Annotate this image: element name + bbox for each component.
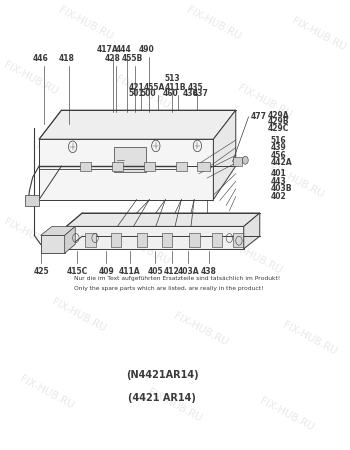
Text: 412: 412 (164, 267, 180, 276)
Polygon shape (66, 213, 260, 226)
Polygon shape (85, 233, 96, 247)
Text: 425: 425 (34, 267, 49, 276)
Text: 500: 500 (140, 89, 156, 98)
Polygon shape (244, 213, 260, 249)
Polygon shape (80, 162, 91, 171)
Polygon shape (232, 157, 242, 166)
Circle shape (243, 156, 248, 164)
Text: (N4421AR14): (N4421AR14) (126, 370, 198, 380)
Text: FIX-HUB.RU: FIX-HUB.RU (258, 396, 316, 432)
Text: 401: 401 (271, 169, 287, 178)
Polygon shape (66, 226, 244, 249)
Text: FIX-HUB.RU: FIX-HUB.RU (268, 163, 325, 200)
Text: 421: 421 (129, 83, 145, 92)
Text: FIX-HUB.RU: FIX-HUB.RU (2, 60, 60, 97)
Text: 477: 477 (251, 112, 267, 122)
Text: 455B: 455B (122, 54, 144, 63)
Text: FIX-HUB.RU: FIX-HUB.RU (236, 83, 293, 120)
Text: FIX-HUB.RU: FIX-HUB.RU (281, 320, 338, 356)
Text: FIX-HUB.RU: FIX-HUB.RU (19, 374, 76, 410)
Text: 402: 402 (271, 192, 287, 201)
Polygon shape (39, 110, 236, 139)
Polygon shape (162, 233, 173, 247)
Text: 439: 439 (271, 143, 287, 152)
Text: 403A: 403A (177, 267, 199, 276)
Polygon shape (114, 147, 146, 172)
Text: 501: 501 (129, 89, 145, 98)
Polygon shape (65, 226, 75, 253)
Text: 455A: 455A (144, 83, 165, 92)
Text: 428: 428 (105, 54, 121, 63)
Text: 442A: 442A (271, 158, 293, 167)
Text: 405: 405 (147, 267, 163, 276)
Polygon shape (144, 162, 155, 171)
Polygon shape (212, 233, 222, 247)
Polygon shape (176, 162, 187, 171)
Text: 409: 409 (98, 267, 114, 276)
Text: 460: 460 (163, 89, 179, 98)
Text: 490: 490 (138, 45, 154, 54)
Polygon shape (25, 195, 39, 206)
Text: FIX-HUB.RU: FIX-HUB.RU (114, 230, 172, 267)
Text: 444: 444 (116, 45, 132, 54)
Polygon shape (112, 162, 123, 171)
Text: FIX-HUB.RU: FIX-HUB.RU (34, 141, 92, 178)
Text: 415C: 415C (67, 267, 88, 276)
Polygon shape (189, 233, 200, 247)
Text: FIX-HUB.RU: FIX-HUB.RU (114, 74, 172, 111)
Polygon shape (232, 233, 243, 247)
Text: 429A: 429A (268, 111, 289, 120)
Polygon shape (41, 235, 65, 253)
Text: 429C: 429C (268, 124, 289, 133)
Text: 516: 516 (271, 135, 287, 144)
Text: 429B: 429B (268, 117, 289, 126)
Text: Nur die im Text aufgeführten Ersatzteile sind tatsächlich im Produkt!: Nur die im Text aufgeführten Ersatzteile… (74, 276, 280, 282)
Polygon shape (39, 139, 214, 200)
Text: 436: 436 (182, 89, 198, 98)
Text: 403B: 403B (271, 184, 293, 194)
Text: FIX-HUB.RU: FIX-HUB.RU (146, 387, 204, 424)
Text: FIX-HUB.RU: FIX-HUB.RU (226, 239, 284, 276)
Polygon shape (41, 226, 75, 235)
Text: FIX-HUB.RU: FIX-HUB.RU (185, 4, 242, 41)
Text: 435: 435 (188, 83, 204, 92)
Text: 446: 446 (33, 54, 49, 63)
Polygon shape (197, 162, 210, 171)
Text: 456: 456 (271, 151, 287, 160)
Text: FIX-HUB.RU: FIX-HUB.RU (290, 16, 348, 53)
Text: 443: 443 (271, 177, 287, 186)
Text: FIX-HUB.RU: FIX-HUB.RU (50, 297, 108, 334)
Text: FIX-HUB.RU: FIX-HUB.RU (153, 154, 210, 191)
Text: FIX-HUB.RU: FIX-HUB.RU (2, 217, 60, 254)
Text: Only the spare parts which are listed, are really in the product!: Only the spare parts which are listed, a… (74, 286, 264, 291)
Text: 418: 418 (58, 54, 74, 63)
Text: 417A: 417A (97, 45, 119, 54)
Polygon shape (111, 233, 121, 247)
Text: FIX-HUB.RU: FIX-HUB.RU (57, 4, 114, 41)
Text: 438: 438 (201, 267, 217, 276)
Text: 513: 513 (164, 74, 180, 83)
Polygon shape (214, 110, 236, 200)
Text: 437: 437 (193, 89, 208, 98)
Text: FIX-HUB.RU: FIX-HUB.RU (172, 311, 229, 348)
Text: 411B: 411B (164, 83, 186, 92)
Text: 411A: 411A (119, 267, 140, 276)
Polygon shape (136, 233, 147, 247)
Text: (4421 AR14): (4421 AR14) (128, 393, 196, 403)
